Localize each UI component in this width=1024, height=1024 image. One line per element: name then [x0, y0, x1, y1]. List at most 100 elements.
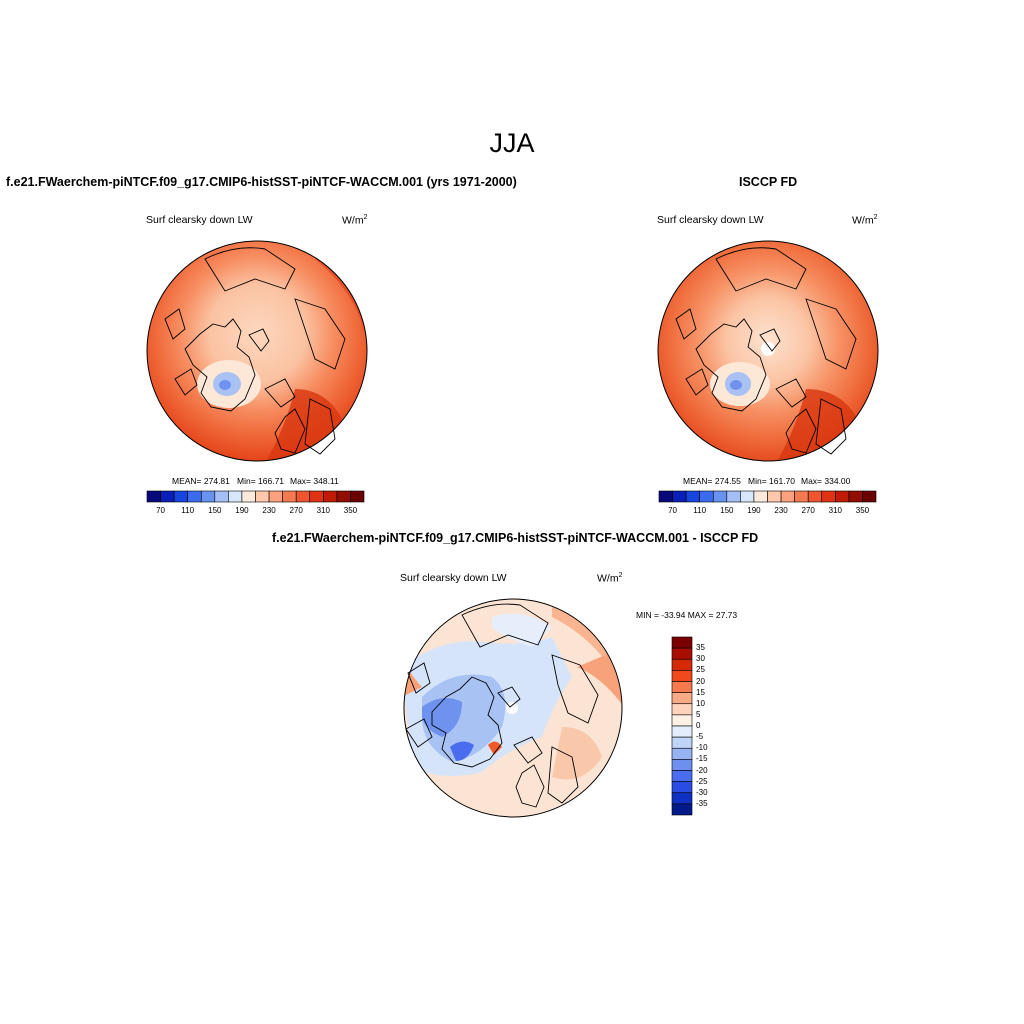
- model-colorbar-swatch: [282, 490, 297, 503]
- model-colorbar-swatch: [336, 490, 351, 503]
- diff-colorbar-tick-label: 0: [696, 721, 701, 730]
- model-units-label: W/m2: [342, 214, 368, 227]
- model-panel-title: f.e21.FWaerchem-piNTCF.f09_g17.CMIP6-his…: [6, 175, 517, 189]
- diff-colorbar-swatch: [671, 647, 693, 660]
- diff-colorbar-tick-label: -5: [696, 732, 704, 742]
- diff-colorbar-tick-label: -15: [696, 754, 708, 764]
- model-colorbar-tick-label: 270: [289, 506, 303, 515]
- obs-max-stat: Max= 334.00: [801, 476, 851, 486]
- diff-colorbar-tick-label: 5: [696, 709, 701, 719]
- diff-colorbar-tick-label: 10: [696, 698, 705, 708]
- model-colorbar-tick-label: 350: [343, 506, 358, 515]
- model-colorbar-swatch: [268, 490, 283, 503]
- diff-colorbar-swatch: [671, 770, 693, 782]
- obs-colorbar-tick-label: 350: [855, 506, 870, 515]
- diff-colorbar-swatch: [671, 747, 693, 760]
- obs-colorbar-tick-label: 310: [828, 506, 842, 515]
- model-mean-stat: MEAN= 274.81: [172, 476, 230, 486]
- model-colorbar-swatch: [255, 490, 270, 503]
- model-colorbar-tick-label: 70: [156, 506, 166, 515]
- diff-colorbar-tick-label: -25: [696, 776, 708, 786]
- obs-colorbar: [658, 490, 877, 503]
- model-variable-label: Surf clearsky down LW: [146, 214, 253, 226]
- diff-colorbar-swatch: [671, 692, 693, 705]
- obs-mean-stat: MEAN= 274.55: [683, 476, 741, 486]
- obs-colorbar-swatch: [821, 490, 836, 503]
- diff-colorbar-tick-label: -10: [696, 743, 708, 753]
- obs-colorbar-tick-label: 150: [720, 506, 734, 515]
- obs-colorbar-swatch: [835, 490, 850, 503]
- obs-units-label: W/m2: [852, 214, 878, 227]
- model-colorbar-swatch: [241, 490, 256, 503]
- obs-colorbar-swatch: [658, 490, 673, 503]
- model-colorbar-tick-label: 230: [262, 506, 276, 515]
- obs-colorbar-tick-label: 230: [774, 506, 788, 515]
- model-colorbar-tick-label: 310: [316, 506, 330, 515]
- model-colorbar-tick-label: 150: [208, 506, 222, 515]
- diff-polar-map: [403, 598, 623, 818]
- obs-polar-map: [657, 240, 879, 462]
- obs-panel-title: ISCCP FD: [739, 175, 798, 189]
- diff-colorbar-swatch: [671, 736, 693, 749]
- diff-colorbar-tick-label: 15: [696, 687, 705, 697]
- diff-colorbar-swatch: [671, 781, 693, 794]
- diff-colorbar: [671, 636, 693, 816]
- obs-colorbar-tick-label: 270: [801, 506, 815, 515]
- diff-colorbar-swatch: [671, 636, 693, 649]
- obs-colorbar-swatch: [712, 490, 728, 503]
- obs-min-stat: Min= 161.70: [748, 476, 796, 486]
- obs-colorbar-swatch: [780, 490, 795, 503]
- diff-colorbar-swatch: [671, 714, 693, 727]
- model-colorbar-swatch: [228, 490, 243, 503]
- diff-colorbar-swatch: [671, 792, 693, 805]
- diff-colorbar-swatch: [671, 759, 693, 771]
- diff-colorbar-swatch: [671, 703, 693, 716]
- obs-colorbar-swatch: [807, 490, 823, 503]
- obs-colorbar-swatch: [726, 490, 741, 503]
- model-colorbar-tick-label: 190: [235, 506, 249, 515]
- obs-colorbar-swatch: [672, 490, 687, 503]
- diff-colorbar-tick-label: 20: [696, 676, 705, 686]
- diff-colorbar-swatch: [671, 681, 693, 693]
- model-colorbar-swatch: [200, 490, 216, 503]
- diff-variable-label: Surf clearsky down LW: [400, 572, 507, 584]
- diff-panel-title: f.e21.FWaerchem-piNTCF.f09_g17.CMIP6-his…: [272, 531, 759, 545]
- obs-colorbar-tick-label: 70: [668, 506, 678, 515]
- model-polar-map: [146, 240, 368, 462]
- model-colorbar: [146, 490, 365, 503]
- obs-colorbar-tick-label: 110: [693, 506, 707, 515]
- diff-colorbar-tick-label: -30: [696, 787, 708, 797]
- diff-colorbar-tick-label: -20: [696, 765, 708, 775]
- diff-minmax-stat: MIN = -33.94 MAX = 27.73: [636, 610, 738, 620]
- obs-colorbar-swatch: [685, 490, 700, 503]
- diff-units-label: W/m2: [597, 572, 623, 585]
- obs-colorbar-swatch: [794, 490, 809, 503]
- diff-colorbar-swatch: [671, 803, 693, 816]
- model-colorbar-swatch: [309, 490, 324, 503]
- diff-colorbar-tick-label: 30: [696, 654, 705, 664]
- diff-colorbar-tick-label: 25: [696, 665, 705, 675]
- diff-colorbar-swatch: [671, 658, 693, 671]
- model-colorbar-swatch: [214, 490, 229, 503]
- obs-colorbar-swatch: [753, 490, 768, 503]
- diff-colorbar-swatch: [671, 670, 693, 682]
- model-colorbar-tick-label: 110: [181, 506, 195, 515]
- model-colorbar-swatch: [323, 490, 338, 503]
- model-max-stat: Max= 348.11: [290, 476, 339, 486]
- obs-colorbar-swatch: [740, 490, 755, 503]
- obs-colorbar-swatch: [699, 490, 714, 503]
- obs-colorbar-tick-label: 190: [747, 506, 761, 515]
- diff-colorbar-swatch: [671, 725, 693, 738]
- model-colorbar-swatch: [295, 490, 311, 503]
- diff-colorbar-tick-label: 35: [696, 643, 705, 653]
- obs-colorbar-swatch: [848, 490, 863, 503]
- season-title: JJA: [489, 128, 535, 158]
- obs-colorbar-swatch: [767, 490, 782, 503]
- model-colorbar-swatch: [173, 490, 188, 503]
- diff-colorbar-tick-label: -35: [696, 798, 708, 808]
- model-colorbar-swatch: [160, 490, 175, 503]
- obs-colorbar-swatch: [862, 490, 877, 503]
- model-min-stat: Min= 166.71: [237, 476, 285, 486]
- model-colorbar-swatch: [350, 490, 365, 503]
- model-colorbar-swatch: [187, 490, 202, 503]
